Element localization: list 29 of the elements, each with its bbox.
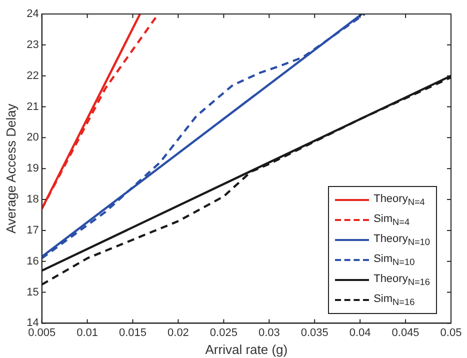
y-tick-label: 20: [26, 132, 39, 144]
legend-label: Theory$_{N=4}$: [374, 192, 425, 208]
x-tick-label: 0.035: [300, 326, 328, 339]
x-axis-title: Arrival rate (g): [205, 342, 288, 357]
x-tick-label: 0.025: [210, 326, 238, 339]
legend-label: Theory$_{N=10}$: [374, 232, 430, 248]
x-tick-label: 0.005: [28, 326, 56, 339]
x-tick-label: 0.015: [118, 326, 147, 339]
legend-label: Sim$_{N=16}$: [374, 292, 415, 308]
y-tick-label: 24: [26, 8, 39, 20]
y-tick-label: 16: [26, 255, 39, 268]
y-tick-label: 23: [26, 38, 39, 51]
x-tick-label: 0.05: [440, 326, 462, 339]
x-tick-label: 0.01: [76, 326, 98, 339]
y-axis-title: Average Access Delay: [3, 103, 18, 234]
legend-label: Theory$_{N=16}$: [374, 272, 430, 288]
y-tick-label: 14: [26, 317, 39, 330]
y-tick-label: 18: [26, 194, 39, 206]
y-tick-label: 22: [26, 70, 39, 82]
legend-label: Sim$_{N=4}$: [374, 212, 410, 228]
x-tick-label: 0.045: [392, 326, 420, 339]
y-tick-label: 17: [26, 224, 39, 236]
x-tick-label: 0.04: [349, 326, 371, 339]
x-tick-label: 0.03: [258, 326, 280, 339]
y-tick-label: 21: [26, 100, 39, 113]
y-tick-label: 19: [26, 162, 39, 175]
y-tick-label: 15: [26, 286, 39, 298]
x-tick-label: 0.02: [168, 326, 189, 339]
legend-label: Sim$_{N=10}$: [374, 252, 415, 268]
